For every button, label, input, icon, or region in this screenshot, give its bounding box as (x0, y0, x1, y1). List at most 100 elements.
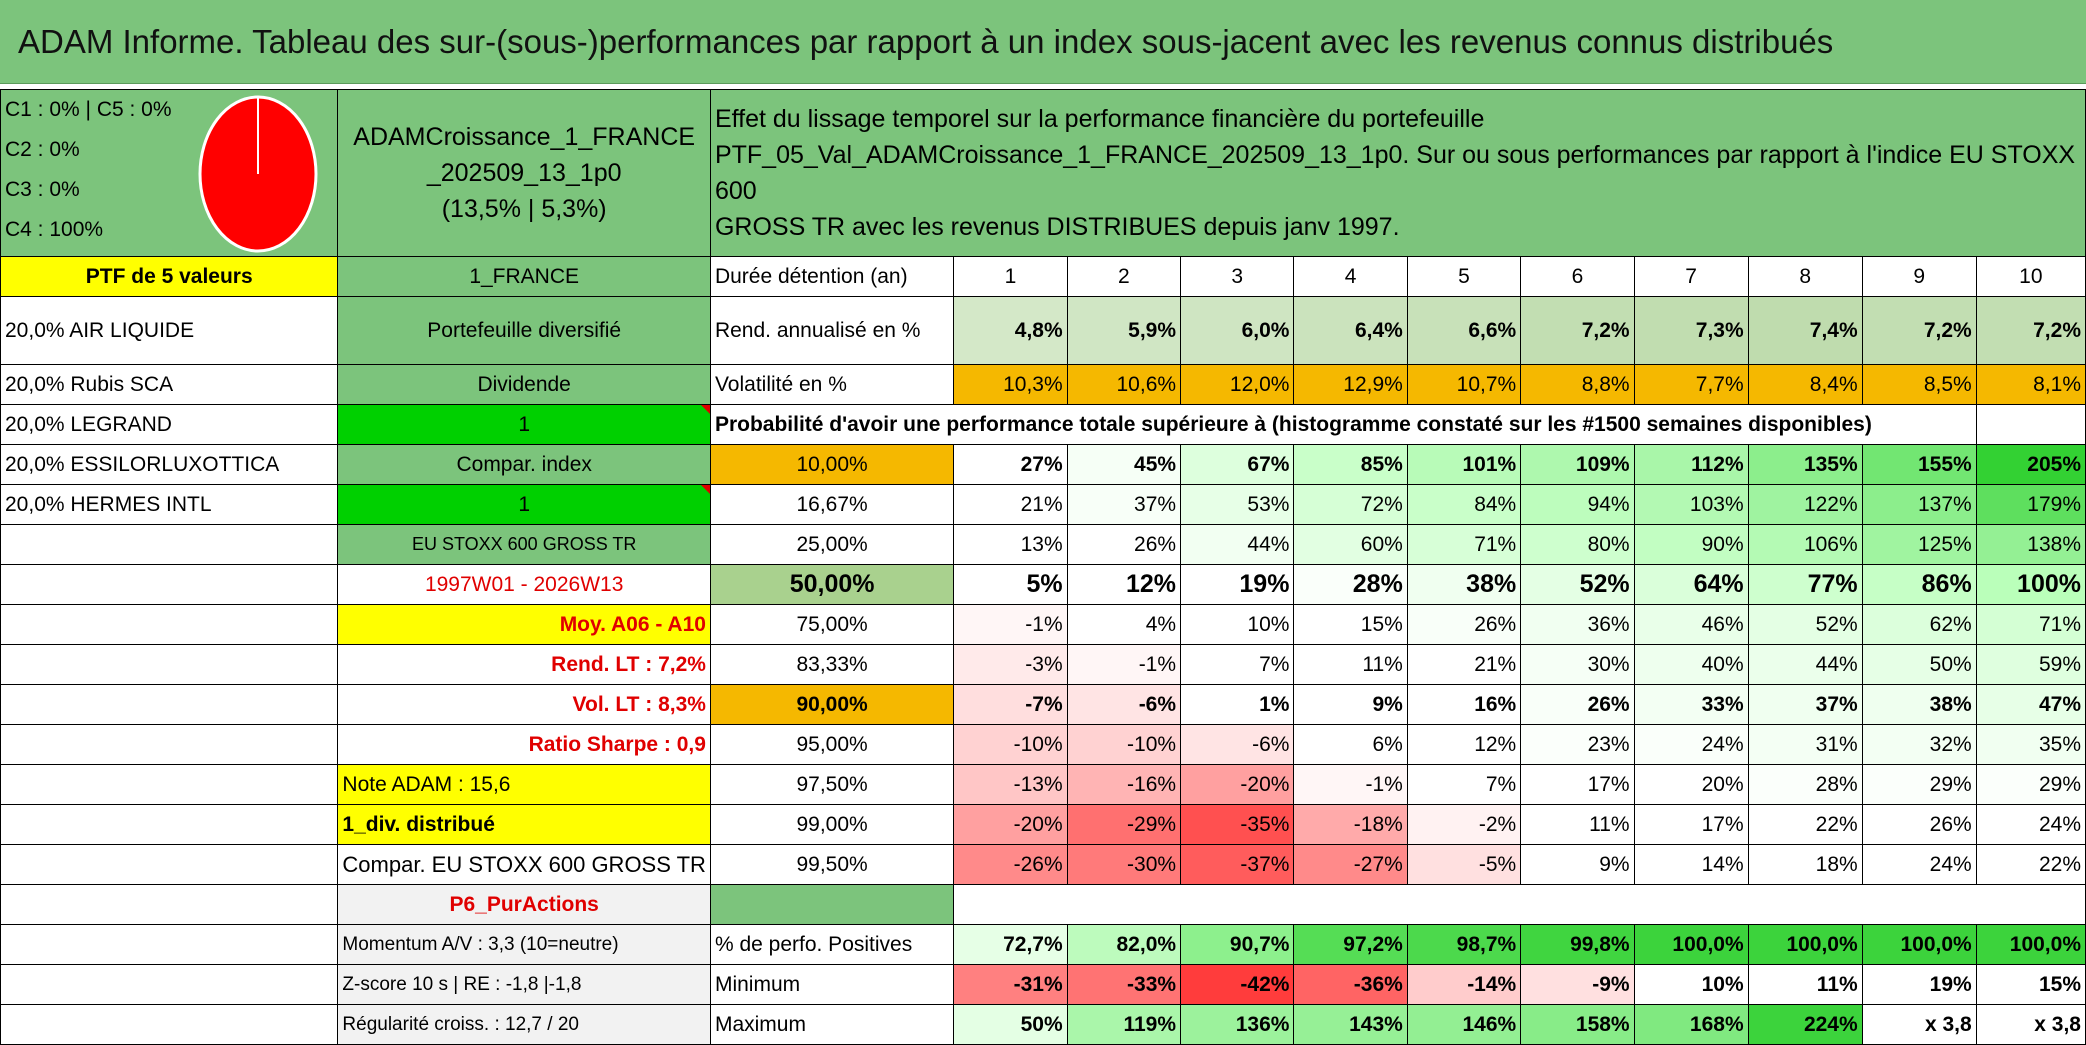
quantile-cell: -27% (1293, 844, 1408, 885)
quantile-cell: -37% (1180, 844, 1295, 885)
volatility-cell: 7,7% (1633, 364, 1749, 405)
year-header: 9 (1861, 256, 1977, 297)
quantile-cell: 46% (1633, 604, 1749, 645)
quantile-cell: 12% (1066, 564, 1182, 605)
maximum-cell: 143% (1293, 1004, 1408, 1045)
quantile-cell: 5% (953, 564, 1068, 605)
quantile-cell: 40% (1633, 644, 1749, 685)
quantile-cell: 106% (1747, 524, 1863, 565)
annual-return-cell: 7,2% (1861, 296, 1977, 365)
quantile-cell: -1% (1066, 644, 1182, 685)
quantile-label: 10,00% (709, 444, 955, 485)
quantile-cell: 37% (1747, 684, 1863, 725)
volatility-cell: 10,6% (1066, 364, 1182, 405)
quantile-label: 16,67% (709, 484, 955, 525)
quantile-cell: 155% (1861, 444, 1977, 485)
empty-cell (0, 764, 339, 805)
quantile-cell: 20% (1633, 764, 1749, 805)
sharpe-label: Ratio Sharpe : 0,9 (337, 724, 711, 765)
quantile-cell: -26% (953, 844, 1068, 885)
quantile-cell: 22% (1747, 804, 1863, 845)
quantile-cell: 38% (1406, 564, 1522, 605)
annual-return-cell: 5,9% (1066, 296, 1182, 365)
index-flag-cell[interactable]: 1 (337, 484, 711, 525)
portfolio-name-line3: (13,5% | 5,3%) (441, 195, 607, 224)
empty-cell (0, 564, 339, 605)
quantile-cell: -1% (1293, 764, 1408, 805)
volatility-cell: 10,7% (1406, 364, 1522, 405)
year-header: 5 (1406, 256, 1522, 297)
category-line: C2 : 0% (5, 138, 80, 161)
quantile-cell: 1% (1180, 684, 1295, 725)
empty-green-cell (709, 884, 955, 925)
category-line: C4 : 100% (5, 218, 104, 241)
quantile-label: 25,00% (709, 524, 955, 565)
quantile-cell: 77% (1747, 564, 1863, 605)
quantile-cell: 19% (1180, 564, 1295, 605)
quantile-label: 75,00% (709, 604, 955, 645)
quantile-label: 95,00% (709, 724, 955, 765)
quantile-cell: 52% (1520, 564, 1635, 605)
quantile-cell: 21% (953, 484, 1068, 525)
quantile-cell: 109% (1520, 444, 1635, 485)
quantile-cell: 64% (1633, 564, 1749, 605)
asset-class-label: P6_PurActions (337, 884, 711, 925)
quantile-cell: 50% (1861, 644, 1977, 685)
empty-cell (0, 884, 339, 925)
quantile-cell: 17% (1633, 804, 1749, 845)
quantile-cell: 23% (1520, 724, 1635, 765)
quantile-cell: 33% (1633, 684, 1749, 725)
quantile-cell: 72% (1293, 484, 1408, 525)
quantile-cell: 29% (1975, 764, 2086, 805)
maximum-cell: 146% (1406, 1004, 1522, 1045)
portfolio-name-line2: _202509_13_1p0 (426, 158, 622, 187)
quantile-cell: -29% (1066, 804, 1182, 845)
empty-cell (0, 604, 339, 645)
quantile-cell: 7% (1406, 764, 1522, 805)
empty-cell (0, 964, 339, 1005)
positive-perf-cell: 72,7% (953, 924, 1068, 965)
quantile-cell: 86% (1861, 564, 1977, 605)
quantile-cell: 36% (1520, 604, 1635, 645)
quantile-cell: 10% (1180, 604, 1295, 645)
quantile-cell: -18% (1293, 804, 1408, 845)
empty-cell (0, 1004, 339, 1045)
duration-label: Durée détention (an) (709, 256, 955, 297)
performance-table: C1 : 0% | C5 : 0% C2 : 0% C3 : 0% C4 : 1… (0, 89, 2086, 1045)
quantile-cell: 21% (1406, 644, 1522, 685)
quantile-cell: 37% (1066, 484, 1182, 525)
quantile-cell: 94% (1520, 484, 1635, 525)
quantile-cell: 112% (1633, 444, 1749, 485)
volatility-cell: 8,4% (1747, 364, 1863, 405)
quantile-cell: 29% (1861, 764, 1977, 805)
quantile-cell: 9% (1293, 684, 1408, 725)
minimum-cell: 10% (1633, 964, 1749, 1005)
year-header: 10 (1975, 256, 2086, 297)
positive-perf-cell: 100,0% (1747, 924, 1863, 965)
year-header: 6 (1520, 256, 1635, 297)
maximum-cell: 136% (1180, 1004, 1295, 1045)
quantile-cell: 22% (1975, 844, 2086, 885)
quantile-cell: -10% (953, 724, 1068, 765)
quantile-label: 50,00% (709, 564, 955, 605)
quantile-cell: -5% (1406, 844, 1522, 885)
diversified-label: Portefeuille diversifié (337, 296, 711, 365)
dividend-flag-cell[interactable]: 1 (337, 404, 711, 445)
quantile-cell: -6% (1066, 684, 1182, 725)
annual-return-label: Rend. annualisé en % (709, 296, 955, 365)
volatility-cell: 8,8% (1520, 364, 1635, 405)
allocation-pie-chart (198, 95, 318, 253)
year-header: 4 (1293, 256, 1408, 297)
quantile-cell: 24% (1633, 724, 1749, 765)
year-header: 8 (1747, 256, 1863, 297)
zscore-label: Z-score 10 s | RE : -1,8 |-1,8 (337, 964, 711, 1005)
quantile-cell: 84% (1406, 484, 1522, 525)
minimum-cell: 19% (1861, 964, 1977, 1005)
positive-perf-label: % de perfo. Positives (709, 924, 955, 965)
quantile-cell: -35% (1180, 804, 1295, 845)
empty-cell (0, 524, 339, 565)
minimum-cell: -36% (1293, 964, 1408, 1005)
quantile-cell: 205% (1975, 444, 2086, 485)
positive-perf-cell: 99,8% (1520, 924, 1635, 965)
regularity-label: Régularité croiss. : 12,7 / 20 (337, 1004, 711, 1045)
